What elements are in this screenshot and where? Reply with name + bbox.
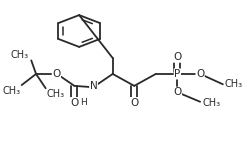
Text: O: O (70, 98, 79, 107)
Text: P: P (174, 69, 181, 79)
Text: CH₃: CH₃ (47, 89, 65, 99)
Text: O: O (173, 52, 182, 62)
Text: H: H (80, 98, 86, 107)
Text: CH₃: CH₃ (2, 86, 21, 96)
Text: CH₃: CH₃ (202, 98, 220, 107)
Text: O: O (52, 69, 61, 79)
Text: O: O (173, 87, 182, 97)
Text: O: O (196, 69, 204, 79)
Text: N: N (90, 81, 97, 91)
Text: O: O (130, 98, 138, 107)
Text: CH₃: CH₃ (225, 79, 243, 89)
Text: CH₃: CH₃ (11, 50, 29, 60)
